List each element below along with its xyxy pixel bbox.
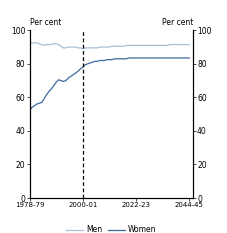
Women bbox=[101, 59, 104, 62]
Women bbox=[127, 57, 130, 59]
Women bbox=[178, 57, 181, 59]
Women bbox=[152, 57, 154, 59]
Men bbox=[52, 42, 55, 45]
Line: Men: Men bbox=[30, 42, 189, 49]
Men bbox=[47, 43, 50, 46]
Women bbox=[94, 60, 96, 63]
Men bbox=[188, 43, 191, 46]
Women bbox=[47, 90, 50, 93]
Men bbox=[96, 47, 99, 49]
Text: Per cent: Per cent bbox=[30, 18, 61, 27]
Men bbox=[178, 43, 181, 46]
Women bbox=[52, 84, 55, 87]
Men bbox=[103, 46, 106, 48]
Men bbox=[152, 44, 154, 47]
Men bbox=[81, 47, 84, 50]
Text: Per cent: Per cent bbox=[162, 18, 193, 27]
Line: Women: Women bbox=[30, 58, 189, 111]
Men bbox=[28, 41, 31, 43]
Women bbox=[28, 110, 31, 112]
Legend: Men, Women: Men, Women bbox=[66, 225, 156, 233]
Women bbox=[188, 57, 191, 59]
